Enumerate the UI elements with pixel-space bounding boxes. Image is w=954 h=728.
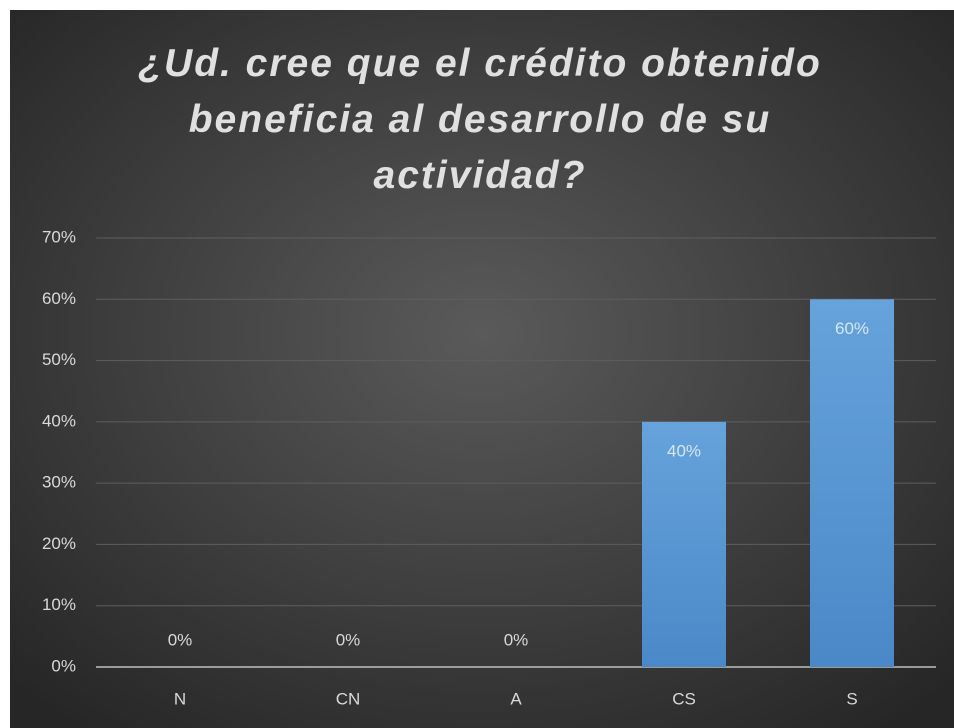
y-tick-label: 20% [42, 534, 76, 553]
data-label: 0% [336, 630, 361, 649]
y-tick-label: 60% [42, 289, 76, 308]
bar [642, 421, 726, 667]
data-label: 40% [667, 441, 701, 460]
y-tick-label: 10% [42, 595, 76, 614]
data-label: 60% [835, 319, 869, 338]
x-tick-label: A [510, 689, 522, 708]
y-tick-label: 30% [42, 473, 76, 492]
chart-background [10, 10, 954, 728]
x-tick-label: S [846, 689, 857, 708]
chart-title: ¿Ud. cree que el crédito obtenido benefi… [138, 42, 822, 197]
x-tick-label: CN [336, 689, 361, 708]
y-tick-label: 0% [51, 656, 76, 675]
x-tick-label: N [174, 689, 186, 708]
bar [810, 299, 894, 667]
x-tick-label: CS [672, 689, 696, 708]
y-tick-label: 50% [42, 350, 76, 369]
y-tick-label: 70% [42, 227, 76, 246]
data-label: 0% [168, 630, 193, 649]
y-tick-label: 40% [42, 411, 76, 430]
data-label: 0% [504, 630, 529, 649]
